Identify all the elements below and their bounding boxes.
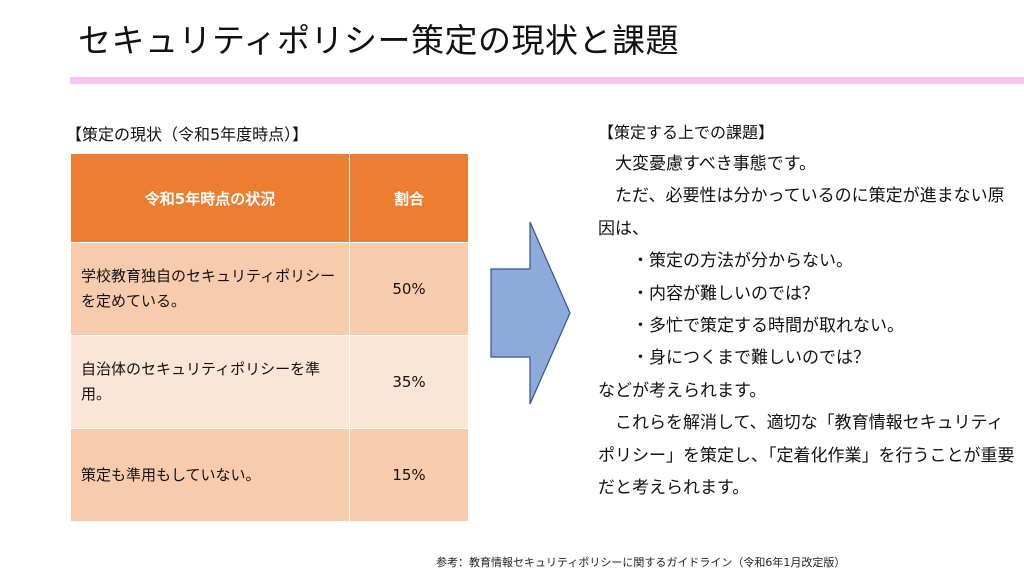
issues-bullet: ・多忙で策定する時間が取れない。 (598, 315, 904, 336)
current-status-heading: 【策定の現状（令和5年度時点）】 (66, 125, 309, 144)
column-header-status: 令和5年時点の状況 (70, 153, 350, 243)
issues-line: ただ、必要性は分かっているのに策定が進まない原因は、 (598, 186, 1005, 239)
right-arrow-icon (490, 221, 571, 405)
issues-bullet: ・内容が難しいのでは？ (598, 283, 819, 304)
ratio-cell: 15% (349, 428, 469, 522)
page-title: セキュリティポリシー策定の現状と課題 (78, 21, 680, 60)
issues-panel: 【策定する上での課題】 大変憂慮すべき事態です。 ただ、必要性は分かっているのに… (598, 120, 1016, 504)
table-row: 策定も準用もしていない。 15% (70, 428, 469, 522)
status-cell: 学校教育独自のセキュリティポリシーを定めている。 (70, 242, 350, 336)
table-row: 学校教育独自のセキュリティポリシーを定めている。 50% (70, 242, 469, 336)
status-table: 令和5年時点の状況 割合 学校教育独自のセキュリティポリシーを定めている。 50… (70, 153, 469, 522)
ratio-cell: 50% (349, 242, 469, 336)
issues-conclusion: これらを解消して、適切な「教育情報セキュリティポリシー」を策定し、「定着化作業」… (598, 413, 1015, 498)
ratio-cell: 35% (349, 335, 469, 429)
issues-line: 大変憂慮すべき事態です。 (598, 154, 817, 174)
column-header-ratio: 割合 (349, 153, 469, 243)
table-header-row: 令和5年時点の状況 割合 (70, 153, 469, 243)
title-underline (70, 77, 1024, 84)
table-row: 自治体のセキュリティポリシーを準用。 35% (70, 335, 469, 429)
issues-bullet: ・策定の方法が分からない。 (598, 251, 853, 272)
status-cell: 自治体のセキュリティポリシーを準用。 (70, 335, 350, 429)
status-cell: 策定も準用もしていない。 (70, 428, 350, 522)
issues-bullet: ・身につくまで難しいのでは？ (598, 348, 870, 369)
issues-line: などが考えられます。 (598, 380, 767, 401)
issues-heading: 【策定する上での課題】 (598, 123, 775, 142)
reference-footnote: 参考：教育情報セキュリティポリシーに関するガイドライン（令和6年1月改定版） (436, 556, 846, 569)
